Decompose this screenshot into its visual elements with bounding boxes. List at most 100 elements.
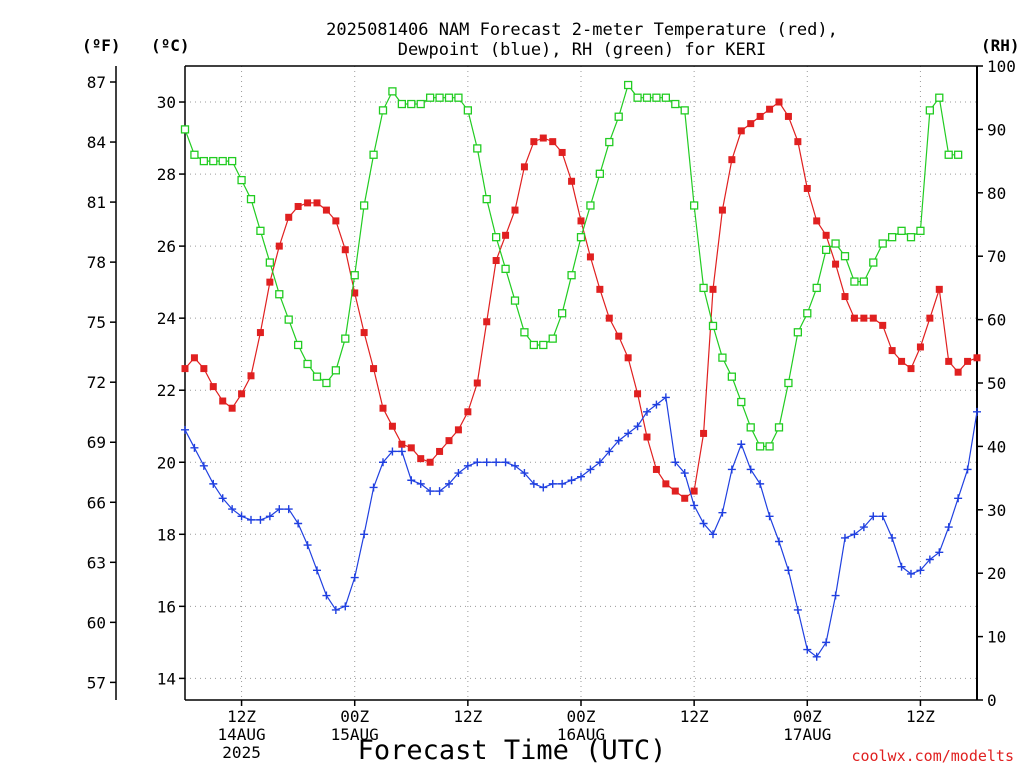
fahrenheit-tick-label: 69 (87, 433, 106, 452)
fahrenheit-tick-label: 75 (87, 313, 106, 332)
dewpoint-point (369, 483, 378, 492)
temperature-point (539, 134, 547, 142)
temperature-point (671, 487, 679, 495)
dewpoint-point (690, 501, 699, 510)
rh-point (916, 226, 925, 235)
dewpoint-point (463, 461, 472, 470)
rh-tick-label: 40 (987, 437, 1006, 456)
dewpoint-point (322, 591, 331, 600)
rh-point (548, 334, 557, 343)
rh-point (671, 99, 680, 109)
dewpoint-point (341, 602, 350, 611)
rh-point (699, 283, 708, 293)
celsius-tick-label: 28 (157, 165, 176, 184)
dewpoint-point (897, 562, 906, 571)
temperature-point (841, 293, 849, 301)
x-tick-label: 17AUG (783, 725, 831, 744)
rh-point (567, 271, 576, 280)
temperature-point (869, 314, 877, 322)
dewpoint-point (520, 469, 529, 478)
series-layer (180, 80, 981, 661)
rh-point (388, 87, 397, 96)
temperature-point (803, 184, 811, 192)
rh-point (869, 258, 878, 267)
temperature-point (907, 365, 915, 373)
dewpoint-point (577, 472, 585, 481)
rh-point (227, 156, 237, 166)
temperature-point (304, 199, 312, 207)
temperature-point (445, 437, 453, 445)
rh-point (925, 106, 935, 115)
dewpoint-point (869, 512, 878, 521)
rh-point (378, 106, 388, 115)
temperature-point (954, 368, 962, 376)
dewpoint-point (407, 476, 416, 485)
dewpoint-point (501, 458, 510, 467)
celsius-tick-label: 24 (157, 309, 176, 328)
dewpoint-point (247, 515, 255, 524)
temperature-point (718, 206, 726, 214)
temperature-point (483, 318, 491, 326)
dewpoint-point (190, 443, 199, 452)
temperature-point (388, 422, 396, 430)
dewpoint-point (888, 533, 897, 542)
celsius-tick-label: 22 (157, 381, 176, 400)
rh-point (840, 252, 850, 261)
rh-point (737, 397, 746, 407)
dewpoint-point (397, 447, 406, 456)
rh-point (454, 93, 463, 102)
temperature-point (568, 177, 576, 185)
fahrenheit-tick-label: 78 (87, 253, 106, 272)
dewpoint-point (727, 465, 736, 474)
rh-point (199, 156, 209, 166)
rh-point (887, 233, 897, 242)
chart-title-line1: 2025081406 NAM Forecast 2-meter Temperat… (326, 20, 838, 40)
rh-point (209, 156, 218, 166)
rh-point (359, 201, 369, 210)
dewpoint-point (718, 508, 727, 517)
dewpoint-point (492, 458, 501, 467)
dewpoint-point (567, 476, 576, 485)
fahrenheit-tick-label: 72 (87, 373, 106, 392)
rh-point (539, 340, 548, 350)
rh-tick-label: 60 (987, 311, 1006, 330)
rh-point (369, 150, 378, 159)
rh-point (595, 169, 605, 178)
temperature-point (426, 458, 434, 466)
dewpoint-point (294, 519, 303, 528)
rh-point (812, 283, 821, 293)
rh-axis-unit: (RH) (981, 36, 1020, 55)
celsius-tick-label: 16 (157, 597, 176, 616)
dewpoint-point (614, 436, 623, 445)
rh-point (218, 156, 227, 166)
fahrenheit-tick-label: 63 (87, 553, 106, 572)
dewpoint-point (907, 569, 915, 578)
temperature-point (558, 148, 566, 156)
rh-point (303, 359, 312, 369)
rh-point (623, 80, 633, 90)
temperature-point (700, 429, 708, 437)
dewpoint-point (784, 566, 793, 575)
dewpoint-point (822, 638, 831, 647)
celsius-axis-unit: (ºC) (151, 36, 190, 55)
temperature-point (209, 383, 217, 391)
rh-point (529, 340, 539, 350)
temperature-point (596, 285, 604, 293)
rh-point (425, 93, 435, 102)
dewpoint-point (473, 458, 482, 467)
temperature-point (813, 217, 821, 225)
dewpoint-point (643, 407, 651, 416)
temperature-point (322, 206, 330, 214)
celsius-tick-label: 14 (157, 669, 176, 688)
temperature-point (850, 314, 858, 322)
temperature-point (662, 480, 670, 488)
temperature-point (219, 397, 227, 405)
temperature-point (285, 213, 293, 221)
temperature-point (624, 354, 632, 362)
temperature-point (200, 365, 208, 373)
temperature-point (766, 105, 774, 113)
x-tick-label: 2025 (222, 743, 261, 762)
dewpoint-point (859, 523, 868, 532)
rh-point (520, 328, 529, 337)
dewpoint-point (482, 458, 491, 467)
